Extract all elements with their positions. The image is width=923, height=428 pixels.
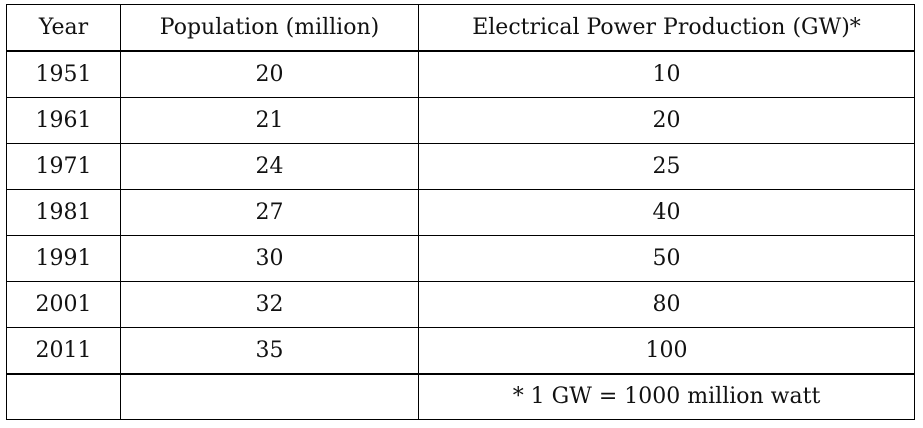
cell-population: 30 <box>120 235 419 282</box>
data-table: Year Population (million) Electrical Pow… <box>6 4 915 420</box>
cell-power: 10 <box>418 50 915 98</box>
cell-year: 2001 <box>6 281 121 328</box>
footnote-empty-cell <box>6 373 121 420</box>
cell-year: 2011 <box>6 327 121 375</box>
table-row: 2011 35 100 <box>6 327 915 375</box>
table-footnote-row: * 1 GW = 1000 million watt <box>6 373 915 420</box>
cell-year: 1961 <box>6 97 121 144</box>
cell-year: 1971 <box>6 143 121 190</box>
cell-year: 1991 <box>6 235 121 282</box>
cell-population: 24 <box>120 143 419 190</box>
cell-power: 25 <box>418 143 915 190</box>
cell-population: 21 <box>120 97 419 144</box>
cell-population: 27 <box>120 189 419 236</box>
cell-population: 35 <box>120 327 419 375</box>
footnote-empty-cell <box>120 373 419 420</box>
cell-population: 32 <box>120 281 419 328</box>
table-row: 1971 24 25 <box>6 143 915 190</box>
cell-power: 40 <box>418 189 915 236</box>
table-row: 1951 20 10 <box>6 50 915 98</box>
cell-power: 100 <box>418 327 915 375</box>
footnote-text: * 1 GW = 1000 million watt <box>418 373 915 420</box>
table-header-row: Year Population (million) Electrical Pow… <box>6 4 915 52</box>
header-year: Year <box>6 4 121 52</box>
cell-power: 50 <box>418 235 915 282</box>
header-power-production: Electrical Power Production (GW)* <box>418 4 915 52</box>
table-row: 1981 27 40 <box>6 189 915 236</box>
table-row: 1961 21 20 <box>6 97 915 144</box>
cell-population: 20 <box>120 50 419 98</box>
cell-year: 1981 <box>6 189 121 236</box>
cell-year: 1951 <box>6 50 121 98</box>
cell-power: 20 <box>418 97 915 144</box>
header-population: Population (million) <box>120 4 419 52</box>
cell-power: 80 <box>418 281 915 328</box>
table-row: 1991 30 50 <box>6 235 915 282</box>
table-row: 2001 32 80 <box>6 281 915 328</box>
